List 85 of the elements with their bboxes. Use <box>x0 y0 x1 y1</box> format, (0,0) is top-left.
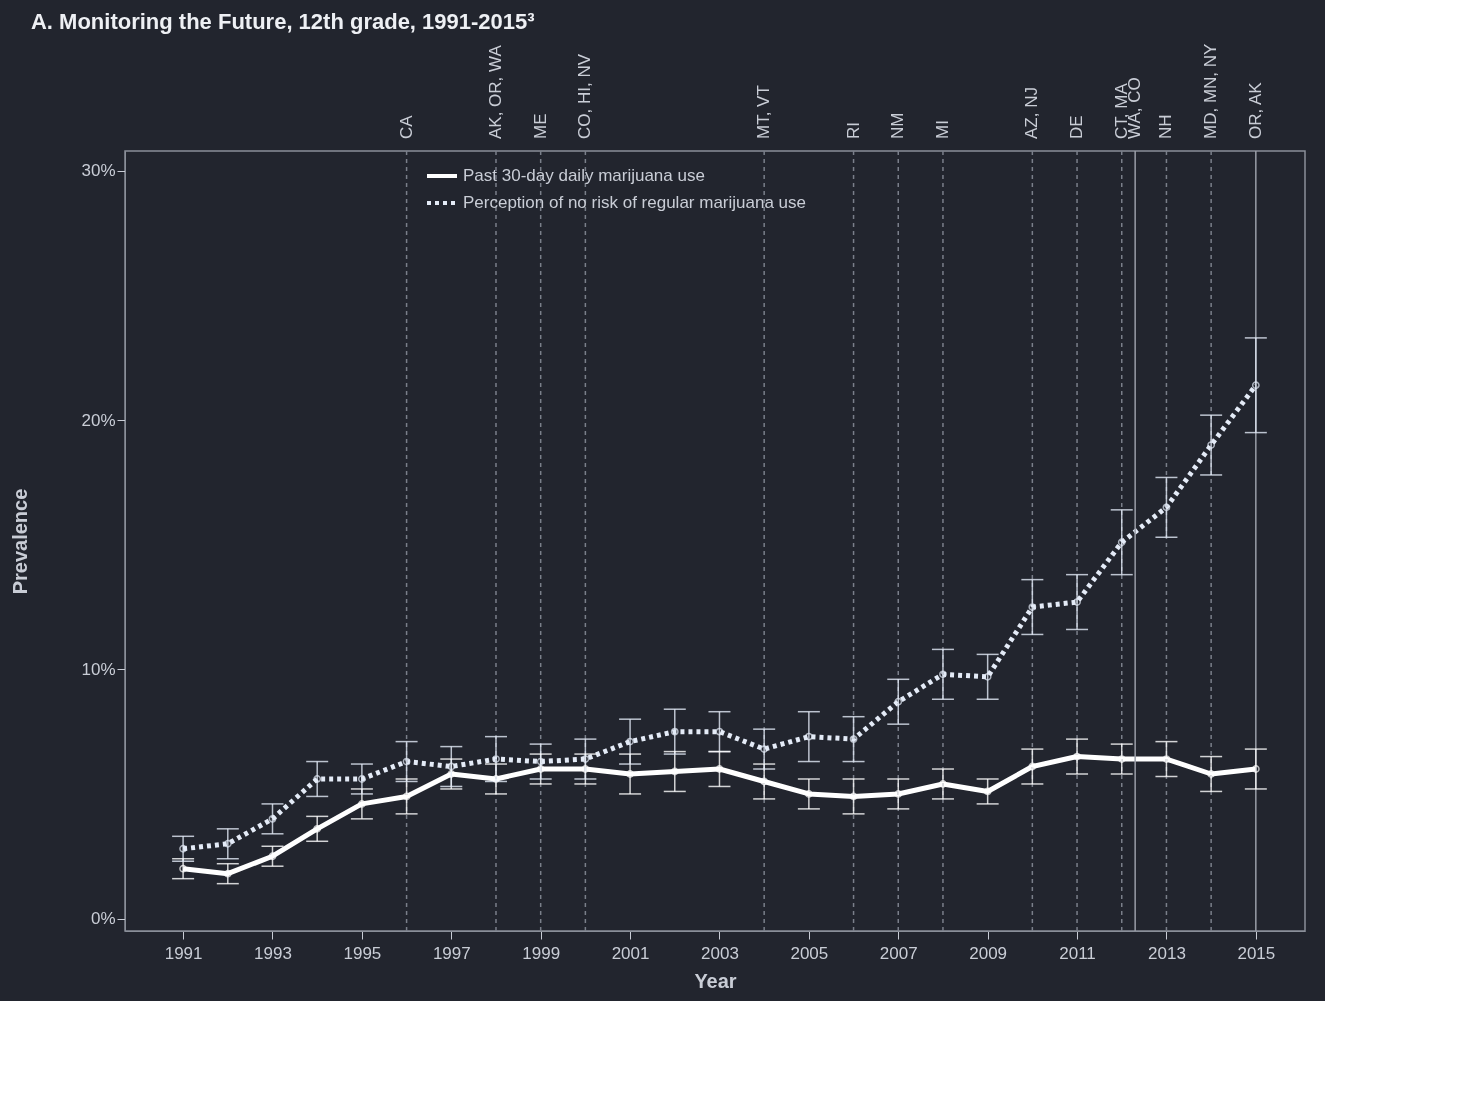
point <box>715 727 724 736</box>
point <box>849 792 858 801</box>
ref-line-label: MD, MN, NY <box>1201 43 1221 139</box>
ref-line-label: DE <box>1067 115 1087 139</box>
point <box>223 839 232 848</box>
ref-line-label: NH <box>1156 114 1176 139</box>
ref-line-label: OR, AK <box>1245 81 1265 139</box>
x-tick-label: 2009 <box>969 943 1008 963</box>
ref-line-label: AK, OR, WA <box>485 44 505 139</box>
point <box>223 869 232 878</box>
x-tick-label: 2003 <box>701 943 739 963</box>
point <box>1207 770 1216 778</box>
point <box>1162 503 1171 512</box>
point <box>894 697 903 706</box>
point <box>804 732 813 741</box>
point <box>626 737 634 746</box>
y-tick-label: 10% <box>81 659 116 679</box>
point <box>1162 755 1171 763</box>
ref-line-label: NM <box>888 112 908 139</box>
point <box>1117 755 1126 763</box>
y-tick-label: 20% <box>81 410 116 430</box>
x-tick-label: 2001 <box>611 943 650 963</box>
point <box>402 792 411 801</box>
x-tick-label: 2015 <box>1237 943 1276 963</box>
point <box>268 814 277 823</box>
point <box>313 824 322 833</box>
point <box>626 770 634 778</box>
point <box>849 735 858 744</box>
ref-line-label: AZ, NJ <box>1022 87 1042 139</box>
point <box>983 672 992 681</box>
y-axis-title: Prevalence <box>9 488 32 595</box>
point <box>492 775 500 783</box>
point <box>357 800 366 808</box>
legend-label: Past 30-day daily marijuana use <box>463 166 705 185</box>
point <box>447 762 456 771</box>
point <box>670 767 679 776</box>
x-tick-label: 2005 <box>790 943 829 963</box>
point <box>313 775 322 783</box>
point <box>894 790 903 798</box>
point <box>1028 762 1037 771</box>
x-tick-label: 2007 <box>879 943 918 963</box>
y-tick-label: 0% <box>90 909 116 929</box>
x-tick-label: 1991 <box>164 943 203 963</box>
point <box>1073 752 1081 761</box>
ref-line-label: MT, VT <box>754 85 774 139</box>
x-tick-label: 1995 <box>343 943 382 963</box>
x-tick-label: 1993 <box>254 943 292 963</box>
point <box>715 765 724 773</box>
point <box>1251 381 1260 390</box>
point <box>492 755 500 763</box>
point <box>268 852 277 861</box>
ref-line-label: CO, HI, NV <box>575 53 595 139</box>
point <box>760 777 769 786</box>
point <box>670 727 679 736</box>
x-tick-label: 2011 <box>1059 943 1096 963</box>
point <box>581 755 590 763</box>
point <box>1117 538 1126 547</box>
point <box>760 745 769 753</box>
point <box>983 787 992 796</box>
point <box>447 770 456 778</box>
y-tick-label: 30% <box>81 161 116 181</box>
point <box>1207 441 1216 449</box>
point <box>357 775 366 783</box>
ref-line-label: RI <box>843 122 863 139</box>
chart-title: A. Monitoring the Future, 12th grade, 1991-2015³ <box>30 8 535 34</box>
point <box>402 757 411 766</box>
point <box>939 670 947 679</box>
x-tick-label: 1997 <box>432 943 471 963</box>
ref-line-label: CA <box>396 114 416 139</box>
x-tick-label: 2013 <box>1148 943 1186 963</box>
x-axis-title: Year <box>694 969 737 992</box>
ref-line-label: ME <box>530 113 550 139</box>
ref-line-label: MI <box>932 120 952 139</box>
point <box>939 780 947 788</box>
point <box>179 844 188 853</box>
point <box>179 864 188 873</box>
point <box>536 757 545 766</box>
point <box>581 765 590 773</box>
point <box>1028 603 1037 611</box>
point <box>1073 598 1081 606</box>
point <box>536 765 545 773</box>
legend-label: Perception of no risk of regular marijuana use <box>463 193 807 212</box>
point <box>804 790 813 798</box>
x-tick-label: 1999 <box>522 943 561 963</box>
point <box>1251 765 1260 773</box>
